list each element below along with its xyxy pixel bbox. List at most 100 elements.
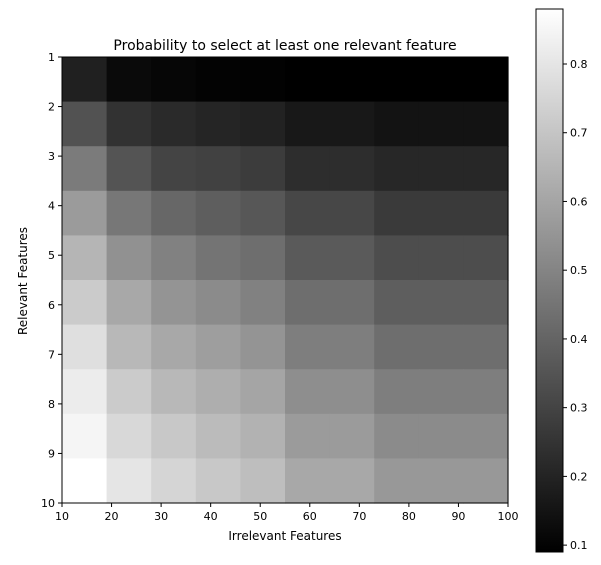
plot-frame bbox=[61, 56, 509, 504]
y-tick-label: 8 bbox=[48, 398, 55, 411]
colorbar-tick-label: 0.5 bbox=[570, 264, 588, 277]
heatmap-cell-r9-c70 bbox=[329, 413, 375, 459]
heatmap-cell-r5-c30 bbox=[151, 235, 197, 281]
heatmap-cell-r9-c20 bbox=[106, 413, 152, 459]
heatmap-cell-r8-c30 bbox=[151, 369, 197, 415]
colorbar-tick-label: 0.1 bbox=[570, 539, 588, 552]
heatmap-cell-r5-c40 bbox=[195, 235, 241, 281]
heatmap-cell-r7-c10 bbox=[62, 324, 108, 370]
heatmap-cell-r3-c30 bbox=[151, 146, 197, 192]
heatmap-cell-r10-c70 bbox=[329, 458, 375, 504]
heatmap-cell-r4-c70 bbox=[329, 190, 375, 236]
heatmap-cell-r1-c10 bbox=[62, 57, 108, 103]
x-tick-label: 50 bbox=[253, 510, 267, 523]
heatmap-cell-r10-c10 bbox=[62, 458, 108, 504]
heatmap-cell-r6-c10 bbox=[62, 280, 108, 326]
y-tick-label: 10 bbox=[41, 497, 55, 510]
heatmap-cell-r9-c50 bbox=[240, 413, 286, 459]
heatmap-cell-r3-c60 bbox=[285, 146, 331, 192]
x-axis-label: Irrelevant Features bbox=[228, 529, 341, 543]
heatmap-cell-r1-c80 bbox=[374, 57, 420, 103]
heatmap-cell-r10-c40 bbox=[195, 458, 241, 504]
heatmap-cell-r8-c60 bbox=[285, 369, 331, 415]
heatmap-cell-r8-c90 bbox=[418, 369, 464, 415]
heatmap-cell-r10-c90 bbox=[418, 458, 464, 504]
y-tick-label: 6 bbox=[48, 299, 55, 312]
x-tick-label: 40 bbox=[204, 510, 218, 523]
heatmap-cell-r10-c30 bbox=[151, 458, 197, 504]
heatmap-cell-r2-c30 bbox=[151, 101, 197, 147]
x-tick-label: 60 bbox=[303, 510, 317, 523]
heatmap-cell-r3-c40 bbox=[195, 146, 241, 192]
heatmap-cell-r8-c80 bbox=[374, 369, 420, 415]
heatmap-cell-r1-c30 bbox=[151, 57, 197, 103]
heatmap-cell-r9-c40 bbox=[195, 413, 241, 459]
heatmap-cell-r8-c40 bbox=[195, 369, 241, 415]
heatmap-cell-r7-c80 bbox=[374, 324, 420, 370]
heatmap-cell-r6-c70 bbox=[329, 280, 375, 326]
heatmap-cell-r7-c20 bbox=[106, 324, 152, 370]
heatmap-cell-r6-c20 bbox=[106, 280, 152, 326]
colorbar-tick-label: 0.7 bbox=[570, 127, 588, 140]
heatmap-cell-r4-c30 bbox=[151, 190, 197, 236]
heatmap-cell-r1-c40 bbox=[195, 57, 241, 103]
heatmap-cell-r2-c90 bbox=[418, 101, 464, 147]
heatmap-cell-r2-c60 bbox=[285, 101, 331, 147]
heatmap-cell-r1-c90 bbox=[418, 57, 464, 103]
heatmap-cell-r5-c60 bbox=[285, 235, 331, 281]
heatmap-cell-r7-c60 bbox=[285, 324, 331, 370]
heatmap-cell-r8-c20 bbox=[106, 369, 152, 415]
x-tick-label: 80 bbox=[402, 510, 416, 523]
heatmap-cell-r3-c80 bbox=[374, 146, 420, 192]
heatmap-cell-r5-c90 bbox=[418, 235, 464, 281]
heatmap-cell-r6-c30 bbox=[151, 280, 197, 326]
y-tick-label: 2 bbox=[48, 101, 55, 114]
heatmap-cell-r3-c20 bbox=[106, 146, 152, 192]
heatmap-cell-r8-c70 bbox=[329, 369, 375, 415]
heatmap-cell-r10-c80 bbox=[374, 458, 420, 504]
y-tick-label: 5 bbox=[48, 249, 55, 262]
chart-title: Probability to select at least one relev… bbox=[113, 38, 456, 54]
heatmap-cell-r1-c60 bbox=[285, 57, 331, 103]
heatmap-cell-r9-c30 bbox=[151, 413, 197, 459]
heatmap-cell-r1-c20 bbox=[106, 57, 152, 103]
heatmap-cell-r4-c90 bbox=[418, 190, 464, 236]
x-tick-label: 70 bbox=[352, 510, 366, 523]
heatmap-cell-r9-c10 bbox=[62, 413, 108, 459]
heatmap-cell-r7-c70 bbox=[329, 324, 375, 370]
heatmap-cell-r7-c90 bbox=[418, 324, 464, 370]
y-tick-label: 3 bbox=[48, 150, 55, 163]
heatmap-cell-r5-c10 bbox=[62, 235, 108, 281]
heatmap-cell-r5-c20 bbox=[106, 235, 152, 281]
x-tick-label: 90 bbox=[451, 510, 465, 523]
colorbar-tick-label: 0.4 bbox=[570, 333, 588, 346]
heatmap-cell-r5-c50 bbox=[240, 235, 286, 281]
y-tick-label: 7 bbox=[48, 348, 55, 361]
heatmap-cell-r10-c100 bbox=[463, 458, 509, 504]
x-tick-label: 10 bbox=[55, 510, 69, 523]
heatmap-cell-r2-c80 bbox=[374, 101, 420, 147]
heatmap-cell-r8-c50 bbox=[240, 369, 286, 415]
heatmap-cell-r6-c90 bbox=[418, 280, 464, 326]
heatmap-cell-r5-c80 bbox=[374, 235, 420, 281]
heatmap-cell-r10-c50 bbox=[240, 458, 286, 504]
y-tick-label: 4 bbox=[48, 200, 55, 213]
heatmap-cell-r7-c50 bbox=[240, 324, 286, 370]
heatmap-cell-r8-c10 bbox=[62, 369, 108, 415]
y-axis-label: Relevant Features bbox=[16, 227, 30, 335]
heatmap-cell-r7-c30 bbox=[151, 324, 197, 370]
heatmap-cell-r9-c100 bbox=[463, 413, 509, 459]
x-tick-label: 20 bbox=[105, 510, 119, 523]
colorbar bbox=[535, 8, 564, 553]
heatmap-cell-r7-c100 bbox=[463, 324, 509, 370]
heatmap-cell-r6-c60 bbox=[285, 280, 331, 326]
heatmap-cell-r3-c50 bbox=[240, 146, 286, 192]
heatmap-cell-r3-c10 bbox=[62, 146, 108, 192]
heatmap-cell-r2-c10 bbox=[62, 101, 108, 147]
heatmap-cell-r4-c20 bbox=[106, 190, 152, 236]
x-tick-label: 30 bbox=[154, 510, 168, 523]
heatmap-cell-r4-c40 bbox=[195, 190, 241, 236]
colorbar-ticks: 0.1 0.2 0.3 0.4 0.5 0.6 0.7 0.8 bbox=[563, 58, 588, 552]
